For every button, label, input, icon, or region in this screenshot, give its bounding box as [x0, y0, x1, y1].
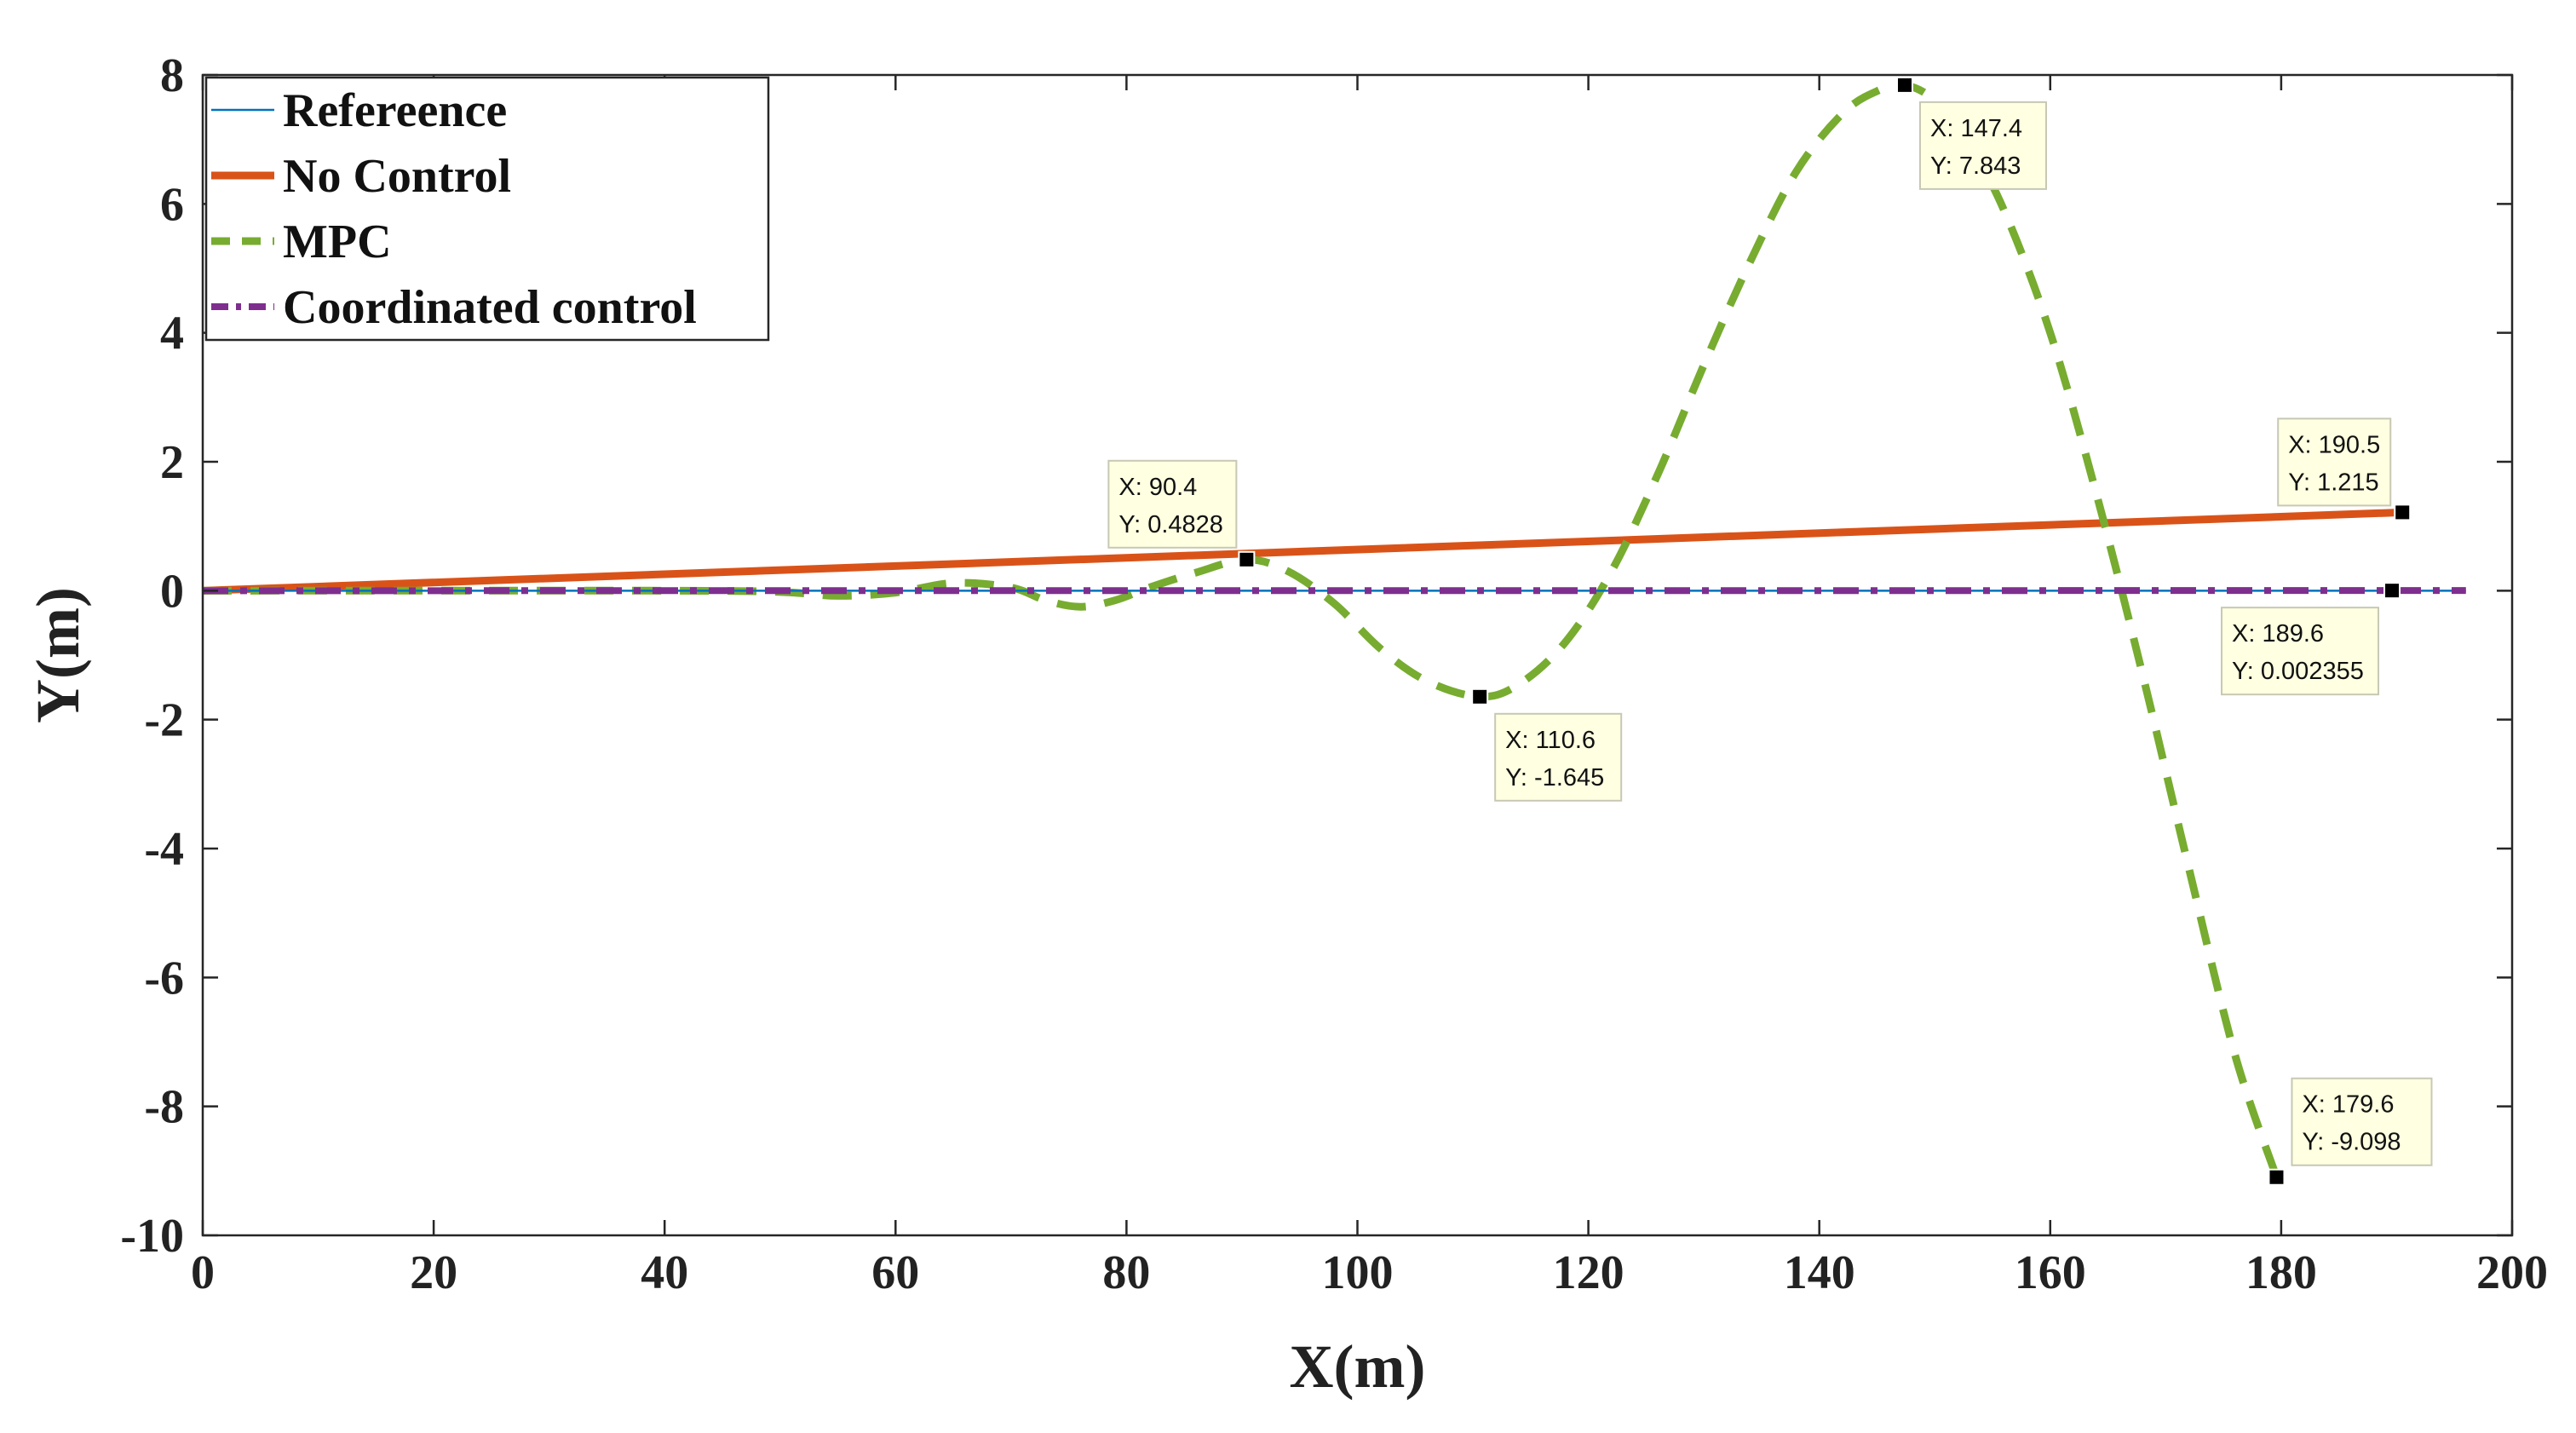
y-tick-label: -2 — [144, 694, 184, 747]
datatip-x-text: X: 190.5 — [2288, 431, 2380, 458]
y-tick-label: 6 — [160, 178, 184, 231]
x-tick-label: 200 — [2476, 1246, 2548, 1299]
legend-label-refereence: Refereence — [283, 84, 507, 137]
y-tick-label: -10 — [120, 1210, 184, 1263]
datatips-layer: X: 90.4 Y: 0.4828 X: 110.6 Y: -1.645 X: 147.… — [1107, 76, 2433, 1186]
x-tick-label: 80 — [1102, 1246, 1150, 1299]
x-tick-label: 140 — [1784, 1246, 1855, 1299]
legend: Refereence No Control MPC Coordinated contr… — [204, 76, 770, 342]
y-tick-label: -8 — [144, 1081, 184, 1134]
legend-label-coordinated-control: Coordinated control — [283, 281, 697, 334]
y-tick-label: 0 — [160, 565, 184, 618]
datatip-box — [2277, 417, 2392, 507]
x-tick-label: 180 — [2245, 1246, 2317, 1299]
legend-label-no-control: No Control — [283, 150, 511, 203]
y-tick-label: -6 — [144, 952, 184, 1004]
datatip-x-text: X: 110.6 — [1505, 727, 1596, 754]
datatip: X: 190.5 Y: 1.215 — [2277, 417, 2412, 521]
datatip-y-text: Y: 0.4828 — [1118, 511, 1223, 538]
y-tick-label: 8 — [160, 49, 184, 102]
x-tick-label: 60 — [871, 1246, 919, 1299]
datatip: X: 179.6 Y: -9.098 — [2268, 1077, 2433, 1186]
datatip-marker — [2268, 1168, 2286, 1186]
datatip-box — [1107, 459, 1238, 549]
y-axis-title: Y(m) — [24, 587, 92, 723]
x-tick-label: 100 — [1322, 1246, 1394, 1299]
datatip-y-text: Y: -1.645 — [1505, 764, 1604, 791]
x-tick-label: 0 — [191, 1246, 215, 1299]
y-tick-label: 2 — [160, 436, 184, 489]
x-tick-label: 40 — [641, 1246, 688, 1299]
datatip-box — [1919, 101, 2048, 190]
datatip-y-text: Y: -9.098 — [2302, 1129, 2401, 1156]
series-line-mpc — [202, 80, 2280, 1179]
datatip: X: 189.6 Y: 0.002355 — [2221, 582, 2401, 696]
datatip-box — [2221, 607, 2380, 696]
datatip-marker — [2383, 582, 2401, 600]
y-tick-label: 4 — [160, 308, 184, 360]
x-axis-title: X(m) — [1290, 1332, 1426, 1401]
datatip-box — [2291, 1077, 2433, 1166]
datatip-y-text: Y: 7.843 — [1930, 153, 2021, 180]
x-tick-label: 20 — [410, 1246, 457, 1299]
datatip-y-text: Y: 0.002355 — [2232, 658, 2364, 685]
datatip-box — [1494, 712, 1623, 802]
datatip-marker — [1238, 550, 1256, 568]
datatip: X: 147.4 Y: 7.843 — [1896, 76, 2048, 190]
datatip-x-text: X: 90.4 — [1118, 474, 1197, 501]
x-tick-label: 160 — [2015, 1246, 2086, 1299]
series-line-no-control — [202, 508, 2403, 595]
datatip-marker — [1471, 688, 1489, 705]
legend-label-mpc: MPC — [283, 216, 392, 268]
datatip-marker — [2394, 504, 2412, 521]
datatip-x-text: X: 189.6 — [2232, 620, 2324, 647]
datatip-marker — [1896, 76, 1914, 94]
legend-box — [204, 76, 770, 342]
x-tick-label: 120 — [1553, 1246, 1624, 1299]
datatip: X: 110.6 Y: -1.645 — [1471, 688, 1623, 802]
datatip-x-text: X: 147.4 — [1930, 115, 2022, 142]
datatip: X: 90.4 Y: 0.4828 — [1107, 459, 1256, 568]
y-tick-label: -4 — [144, 823, 184, 876]
series-layer — [202, 80, 2466, 1179]
axes-layer: 0 20 40 60 80 100 120 140 160 180 200 -10 -8 -6 -4 -2 0 2… — [120, 49, 2548, 1299]
datatip-x-text: X: 179.6 — [2302, 1091, 2394, 1119]
datatip-y-text: Y: 1.215 — [2288, 469, 2378, 496]
